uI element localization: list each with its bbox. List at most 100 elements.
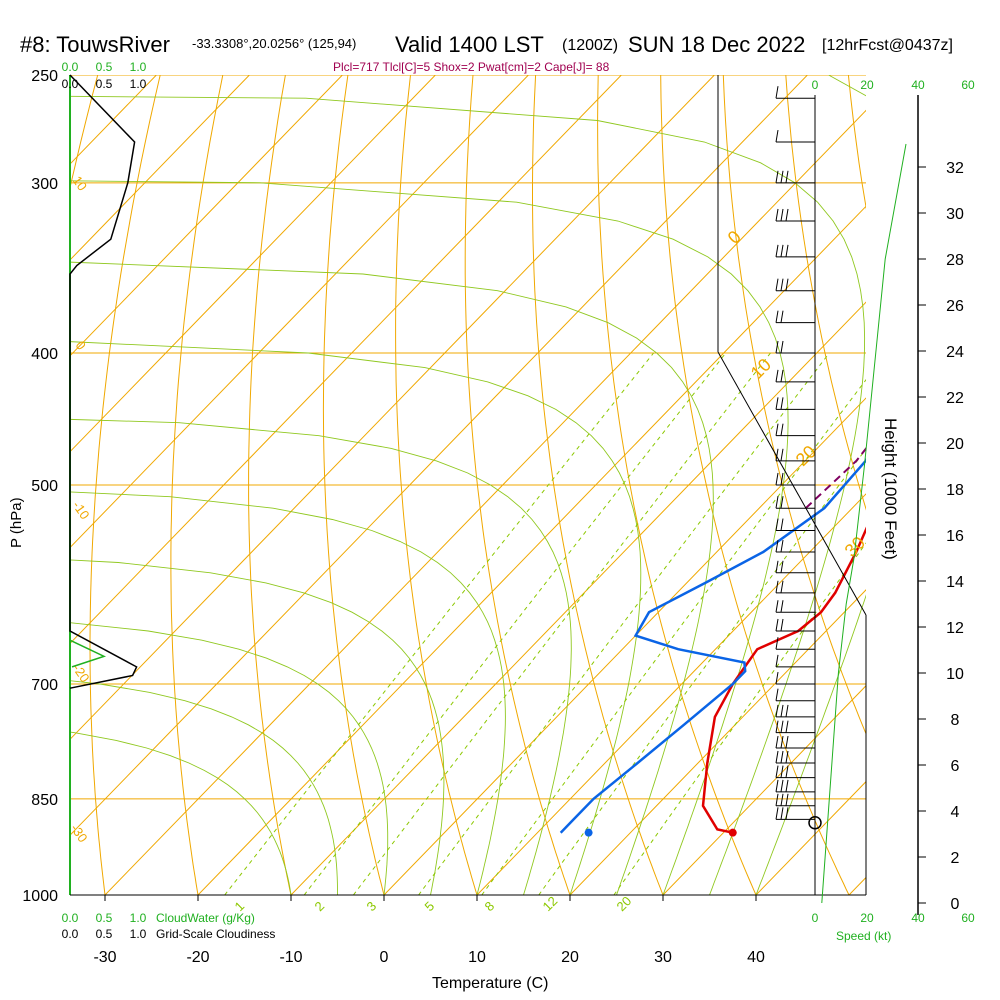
cloudiness-profile — [69, 74, 138, 689]
wind-barb — [775, 654, 815, 668]
adiabat-label: -30 — [68, 821, 91, 845]
barb-flag — [775, 765, 779, 778]
moist-adiabat — [0, 221, 1000, 895]
wind-barb — [775, 369, 815, 383]
barb-flag — [780, 750, 784, 764]
y-axis-title: P (hPa) — [8, 497, 25, 548]
mixing-ratio-label: 2 — [312, 898, 328, 914]
height-tick-label: 30 — [946, 206, 964, 223]
barb-flag — [775, 472, 779, 486]
barb-flag — [785, 170, 789, 183]
height-tick-label: 32 — [946, 160, 964, 177]
surface-calm-circle — [808, 815, 822, 830]
isotherm-line — [70, 75, 343, 357]
wind-barb — [775, 735, 815, 749]
height-tick-label: 28 — [946, 252, 964, 269]
speed-axis-title: Speed (kt) — [836, 929, 891, 943]
barb-flag — [780, 779, 784, 792]
barb-flag — [775, 637, 779, 650]
isotherm-line — [197, 205, 866, 895]
barb-flag — [775, 423, 779, 436]
side-panels — [69, 74, 926, 915]
forecast-info: [12hrFcst@0437z] — [822, 37, 953, 54]
barb-flag — [775, 496, 779, 509]
mixing-ratio-label: 8 — [482, 898, 498, 914]
barb-flag — [785, 208, 789, 222]
barb-flag — [780, 310, 784, 323]
x-tick-label: -20 — [186, 949, 209, 966]
mixing-ratio-line — [481, 378, 866, 895]
wind-barb — [775, 580, 815, 594]
wind-barb — [775, 618, 815, 632]
barb-flag — [775, 560, 779, 573]
x-tick-label: 10 — [468, 949, 486, 966]
barb-flag — [775, 618, 779, 632]
barb-flag — [775, 244, 779, 257]
dry-adiabat — [722, 75, 866, 735]
height-tick-label: 10 — [946, 666, 964, 683]
sounding-lines — [559, 446, 866, 837]
barb-flag — [775, 600, 779, 613]
dry-adiabat — [974, 75, 1000, 895]
barb-flag — [780, 518, 784, 531]
wind-barb — [775, 793, 815, 807]
barb-flag — [780, 560, 784, 573]
wind-barb — [775, 704, 815, 718]
speed-profile — [821, 143, 907, 904]
valid-zulu: (1200Z) — [562, 37, 618, 54]
height-tick-label: 12 — [946, 620, 964, 637]
barb-flag — [785, 704, 789, 717]
p-tick-label: 300 — [31, 176, 58, 193]
barb-flag — [780, 618, 784, 632]
barb-flag — [780, 496, 784, 509]
isotherm-line — [70, 75, 622, 645]
wind-barb — [775, 518, 815, 532]
barb-flag — [785, 278, 789, 291]
wind-barb — [775, 637, 815, 650]
barb-flag — [780, 765, 784, 778]
barb-flag — [785, 765, 789, 778]
isotherm-line — [70, 75, 436, 453]
cloudiness-tick-top: 0.5 — [96, 77, 113, 91]
barb-flag — [785, 735, 789, 749]
wind-barb — [775, 539, 815, 553]
adiabat-label: 10 — [70, 173, 91, 193]
wind-barb — [775, 496, 815, 509]
mixing-ratio-label: 20 — [614, 893, 635, 914]
isotherm-line — [848, 876, 866, 895]
p-tick-label: 250 — [31, 68, 58, 85]
dry-adiabat — [532, 75, 664, 895]
barb-flag — [785, 720, 789, 733]
dry-adiabat — [847, 75, 866, 210]
barb-flag — [775, 170, 779, 183]
dry-adiabat — [597, 75, 757, 895]
wind-barb — [775, 340, 815, 354]
adiabat-label: -20 — [70, 661, 93, 685]
wind-barb — [775, 560, 815, 574]
isotherm-line — [70, 75, 715, 741]
cloudiness-label: Grid-Scale Cloudiness — [156, 927, 275, 941]
valid-time: Valid 1400 LST — [395, 32, 544, 57]
isotherm-line — [476, 493, 866, 895]
plot-edge-diag — [717, 351, 867, 616]
barb-flag — [780, 735, 784, 749]
cloudiness-tick-bottom: 0.0 — [62, 927, 79, 941]
moist-adiabat — [0, 307, 1000, 895]
barb-flag — [785, 779, 789, 792]
barb-flag — [775, 369, 779, 382]
height-tick-label: 24 — [946, 344, 964, 361]
height-tick-label: 0 — [951, 896, 960, 913]
wind-barb — [775, 472, 815, 486]
barb-flag — [785, 244, 789, 257]
dewpoint-line — [559, 458, 866, 834]
speed-tick-top: 60 — [961, 78, 975, 92]
cloudwater-tick-top: 0.5 — [96, 60, 113, 74]
cloudiness-tick-top: 1.0 — [130, 77, 147, 91]
barb-flag — [775, 735, 779, 749]
valid-date: SUN 18 Dec 2022 — [628, 32, 805, 57]
grid-layer — [0, 75, 1000, 895]
height-tick-label: 26 — [946, 298, 964, 315]
x-tick-label: 30 — [654, 949, 672, 966]
height-tick-label: 20 — [946, 436, 964, 453]
wind-barb — [775, 765, 815, 779]
